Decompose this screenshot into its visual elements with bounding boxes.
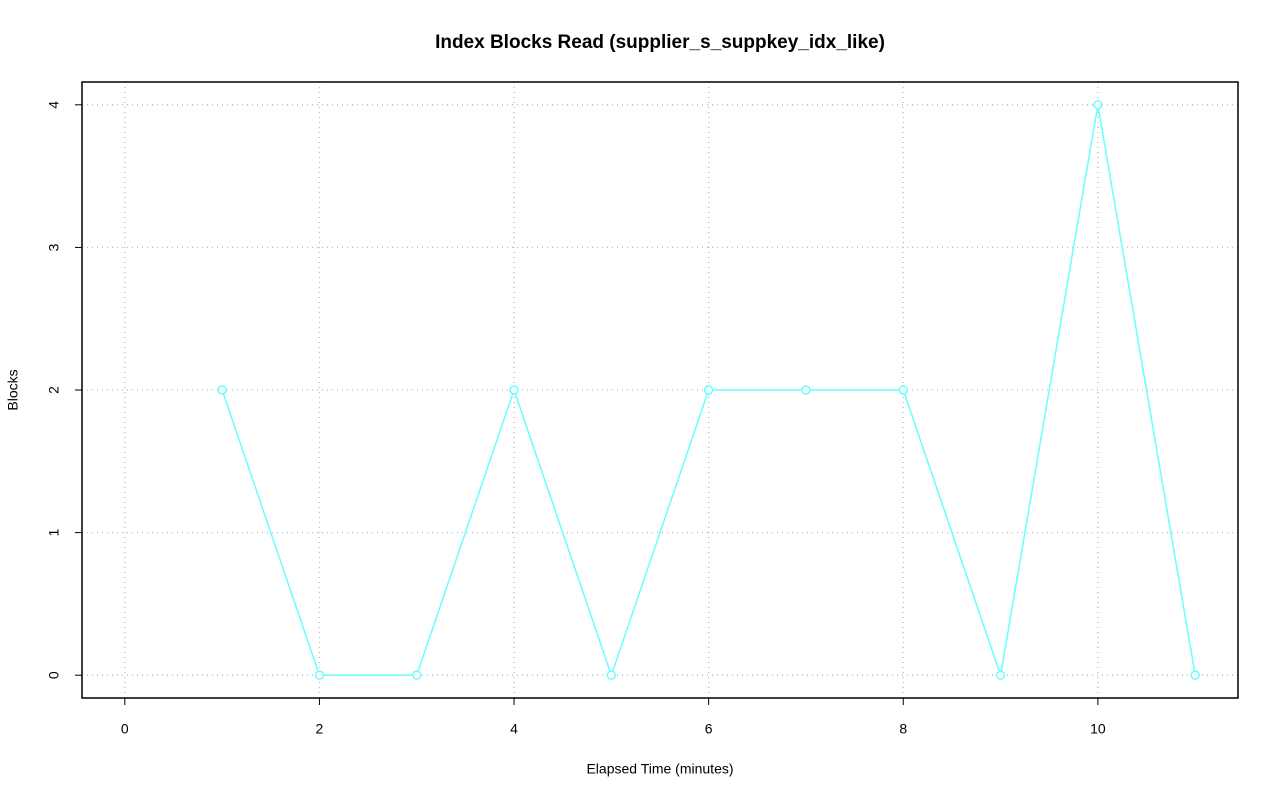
y-tick-label: 2 (46, 386, 62, 394)
x-tick-label: 10 (1090, 721, 1106, 737)
x-tick-label: 8 (899, 721, 907, 737)
y-tick-label: 1 (46, 528, 62, 536)
y-tick-label: 0 (46, 671, 62, 679)
data-point (606, 670, 617, 680)
chart-title: Index Blocks Read (supplier_s_suppkey_id… (435, 32, 885, 53)
data-point (1093, 100, 1103, 110)
data-point (703, 385, 714, 395)
x-tick-label: 4 (510, 721, 518, 737)
data-point (801, 385, 811, 395)
x-tick-label: 6 (705, 721, 713, 737)
y-tick-label: 4 (46, 101, 62, 109)
y-axis-label: Blocks (5, 369, 21, 410)
data-point (314, 670, 325, 680)
data-point (217, 385, 227, 395)
x-axis-label: Elapsed Time (minutes) (586, 761, 733, 777)
plot-frame (81, 81, 1239, 699)
x-tick-label: 2 (316, 721, 324, 737)
data-point (995, 670, 1006, 680)
data-point (1190, 670, 1200, 680)
data-point (898, 385, 909, 395)
data-point (509, 385, 519, 395)
x-tick-label: 0 (121, 721, 129, 737)
data-point (411, 670, 422, 680)
y-tick-label: 3 (46, 243, 62, 251)
